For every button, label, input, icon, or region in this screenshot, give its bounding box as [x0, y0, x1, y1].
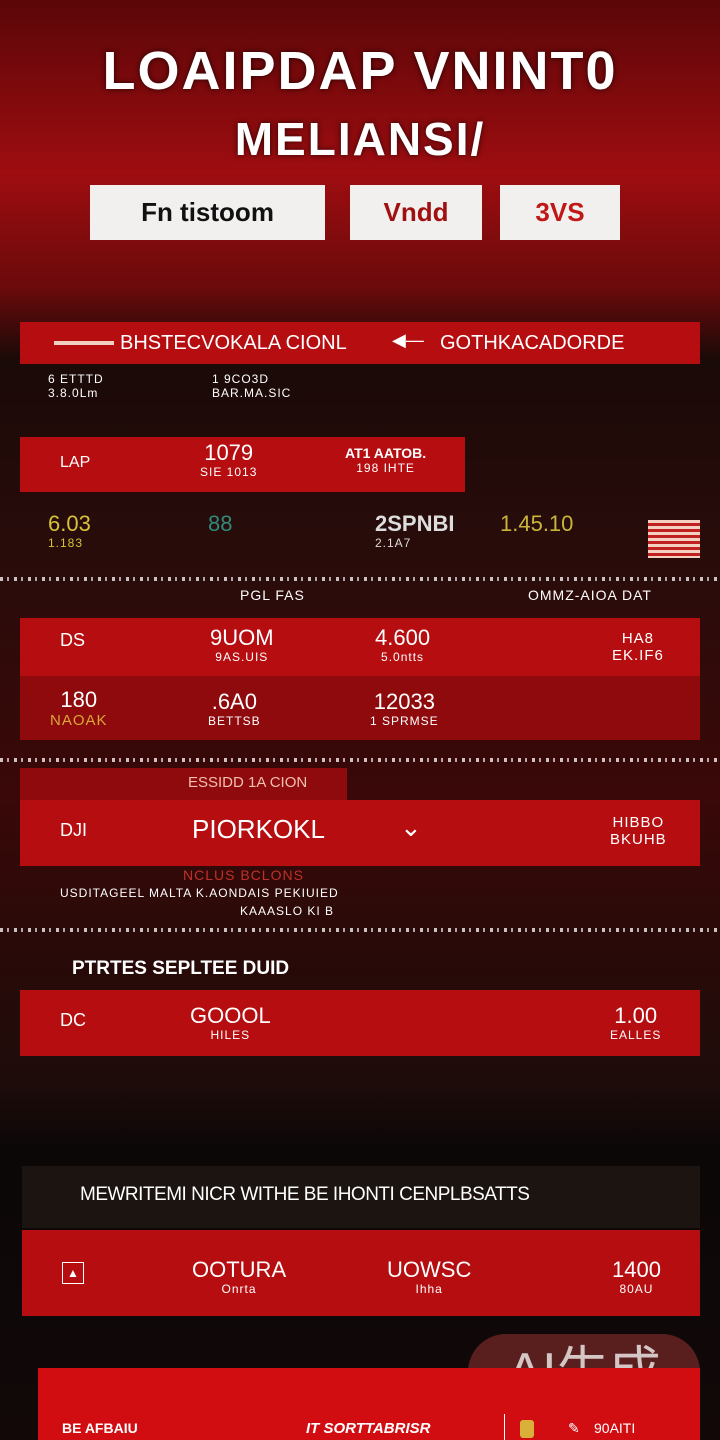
note-title: NCLUS BCLONS [183, 867, 304, 883]
tab-label: ESSIDD 1A CION [188, 774, 308, 791]
footer-left[interactable]: BE AFBAIU [62, 1420, 138, 1436]
row-value: 1079 SIE 1013 [200, 440, 258, 480]
stat-item: 88 [208, 511, 233, 536]
logo-3vs[interactable]: 3VS [500, 185, 620, 240]
row-cell: GOOOL HILES [190, 1003, 271, 1043]
arrow-left-icon: ◀— [392, 330, 424, 350]
section5-title: MEWRITEMI NICR WITHE BE IHONTI CENPLBSAT… [80, 1184, 530, 1205]
section2-row[interactable]: 180 NAOAK .6A0 BETTSB 12033 1 SPRMSE [20, 676, 700, 740]
pin-icon[interactable]: ✎ [568, 1420, 580, 1436]
section5-header: MEWRITEMI NICR WITHE BE IHONTI CENPLBSAT… [22, 1166, 700, 1228]
section1-row[interactable]: LAP 1079 SIE 1013 AT1 AATOB. 198 IHTE [20, 437, 465, 492]
row-cell: 180 NAOAK [50, 687, 108, 730]
stat-item: 6.03 1.183 [48, 511, 91, 551]
info-item: 1 9CO3D BAR.MA.SIC [212, 372, 292, 400]
stat-item: 2SPNBI 2.1A7 [375, 511, 455, 551]
footer-right[interactable]: 90AITI [594, 1420, 636, 1436]
chevron-down-icon[interactable]: ⌄ [400, 812, 422, 842]
row-cell: .6A0 BETTSB [208, 689, 261, 729]
stat-item: 1.45.10 [500, 511, 574, 536]
doc-icon: DJI [60, 820, 87, 840]
line-decoration [54, 341, 114, 345]
section5-row[interactable]: ▲ OOTURA Onrta UOWSC Ihha 1400 80AU [22, 1230, 700, 1316]
note-line: KAAASLO KI B [240, 904, 335, 918]
divider [0, 928, 720, 932]
warning-icon: ▲ [62, 1262, 84, 1284]
divider [0, 758, 720, 762]
page-subtitle: MELIANSI/ [234, 113, 486, 165]
row-cell: HIBBO BKUHB [610, 814, 667, 848]
divider [504, 1414, 505, 1440]
row-cell: OOTURA Onrta [192, 1257, 287, 1297]
row-cell: 4.600 5.0ntts [375, 625, 431, 665]
logo-vndd[interactable]: Vndd [350, 185, 482, 240]
row-cell: 9UOM 9AS.UIS [210, 625, 274, 665]
section1-header: BHSTECVOKALA CIONL ◀— GOTHKACADORDE [20, 322, 700, 364]
section2-right-title: OMMZ-AIOA DAT [528, 587, 652, 603]
flag-icon [648, 520, 700, 558]
row-cell: 1.00 EALLES [610, 1003, 662, 1043]
footer-center[interactable]: IT SORTTABRISR [306, 1420, 431, 1437]
section4-row[interactable]: DC GOOOL HILES 1.00 EALLES [20, 990, 700, 1056]
logo-fntistoom[interactable]: Fn tistoom [90, 185, 325, 240]
footer-bar: BE AFBAIU IT SORTTABRISR ✎ 90AITI [38, 1368, 700, 1440]
row-cell: 12033 1 SPRMSE [370, 689, 439, 729]
note-line: USDITAGEEL MALTA K.AONDAIS PEKIUIED [60, 886, 339, 900]
info-item: 6 ETTTD 3.8.0Lm [48, 372, 104, 400]
row-code: LAP [60, 454, 91, 471]
section2-left-title: PGL FAS [240, 587, 305, 603]
doc-icon: DS [60, 630, 86, 650]
section4-title: PTRTES SEPLTEE DUID [72, 958, 290, 979]
row-cell: 1400 80AU [612, 1257, 661, 1297]
doc-icon: DC [60, 1010, 86, 1030]
app-icon[interactable] [520, 1420, 534, 1438]
row-right: AT1 AATOB. 198 IHTE [345, 445, 427, 475]
section2-row[interactable]: DS 9UOM 9AS.UIS 4.600 5.0ntts HA8 EK.IF6 [20, 618, 700, 676]
row-cell: UOWSC Ihha [387, 1257, 472, 1297]
section3-select[interactable]: DJI PIORKOKL ⌄ HIBBO BKUHB [20, 800, 700, 866]
row-cell: HA8 EK.IF6 [612, 630, 664, 664]
section1-left-title: BHSTECVOKALA CIONL [120, 332, 347, 354]
page-title: LOAIPDAP VNINT0 [102, 41, 618, 101]
divider [0, 577, 720, 581]
tab-section3[interactable]: ESSIDD 1A CION [20, 768, 347, 800]
section1-right-title: GOTHKACADORDE [440, 332, 625, 354]
select-value: PIORKOKL [192, 814, 325, 844]
